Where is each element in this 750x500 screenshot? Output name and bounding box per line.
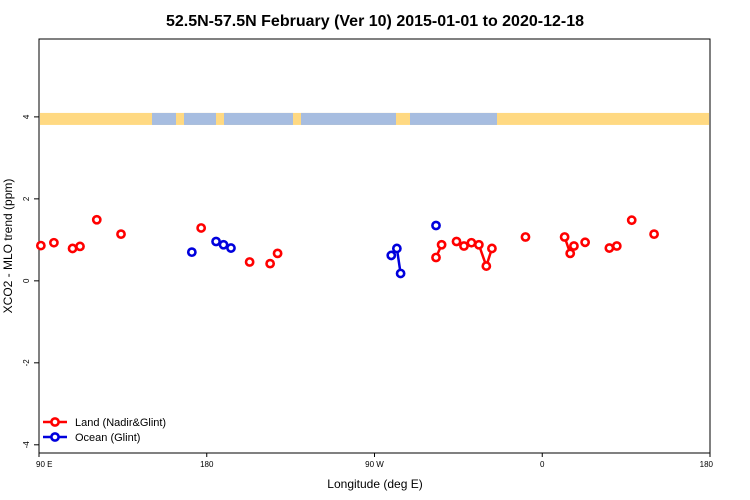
data-point: [218, 239, 229, 250]
data-point: [649, 229, 659, 240]
legend-label: Land (Nadir&Glint): [75, 417, 166, 429]
data-point: [49, 237, 59, 248]
legend-label: Ocean (Glint): [75, 432, 140, 444]
data-point: [244, 257, 255, 267]
data-point: [580, 237, 591, 248]
x-tick-label: 90 E: [36, 460, 52, 469]
data-point: [67, 243, 78, 254]
y-tick-label: -4: [22, 441, 31, 449]
x-tick-label: 90 W: [365, 460, 384, 469]
series-ocean: [186, 220, 441, 279]
series-land: [35, 214, 659, 271]
data-point: [116, 229, 126, 240]
chart-title: 52.5N-57.5N February (Ver 10) 2015-01-01…: [166, 13, 584, 30]
data-point: [211, 236, 221, 247]
data-point: [196, 223, 207, 233]
data-point: [626, 215, 637, 226]
data-point: [226, 243, 236, 253]
data-point: [395, 268, 406, 279]
ocean-mask-segment: [301, 112, 396, 125]
y-axis-label: XCO2 - MLO trend (ppm): [1, 179, 15, 314]
data-point: [272, 248, 283, 259]
data-point: [604, 243, 615, 253]
data-point: [265, 258, 276, 269]
y-tick-label: 2: [22, 196, 31, 201]
data-point: [569, 241, 579, 251]
data-point: [75, 241, 85, 252]
data-point: [459, 241, 469, 251]
data-point: [559, 232, 570, 242]
land-ocean-mask-band: [40, 112, 709, 125]
y-tick-label: 0: [22, 278, 31, 283]
data-point: [565, 248, 576, 259]
ocean-mask-segment: [224, 112, 293, 125]
legend-marker: [50, 417, 60, 427]
series-layer: [35, 214, 659, 279]
data-point: [611, 241, 622, 251]
data-point: [487, 243, 497, 254]
data-point: [431, 252, 441, 263]
data-point: [520, 232, 531, 242]
data-point: [386, 250, 397, 261]
data-point: [35, 240, 46, 251]
data-point: [451, 236, 462, 247]
ocean-mask-segment: [410, 112, 497, 125]
y-tick-label: -2: [22, 359, 31, 367]
ocean-mask-segment: [152, 112, 176, 125]
legend-marker: [50, 432, 60, 442]
data-point: [431, 220, 441, 231]
data-point: [91, 214, 102, 225]
legend: Land (Nadir&Glint) Ocean (Glint): [43, 417, 166, 444]
x-tick-label: 0: [540, 460, 545, 469]
data-point: [186, 247, 197, 258]
y-tick-label: 4: [22, 114, 31, 119]
data-point: [466, 237, 477, 248]
ocean-mask-segment: [184, 112, 216, 125]
x-tick-label: 180: [200, 460, 214, 469]
axes: -4 -2 0 2 4 90 E 180 90 W 0 180: [22, 114, 714, 469]
data-point: [473, 239, 484, 250]
x-axis-label: Longitude (deg E): [327, 477, 422, 491]
data-point: [436, 239, 447, 250]
x-tick-label: 180: [700, 460, 714, 469]
data-point: [391, 243, 402, 254]
data-point: [481, 261, 492, 271]
